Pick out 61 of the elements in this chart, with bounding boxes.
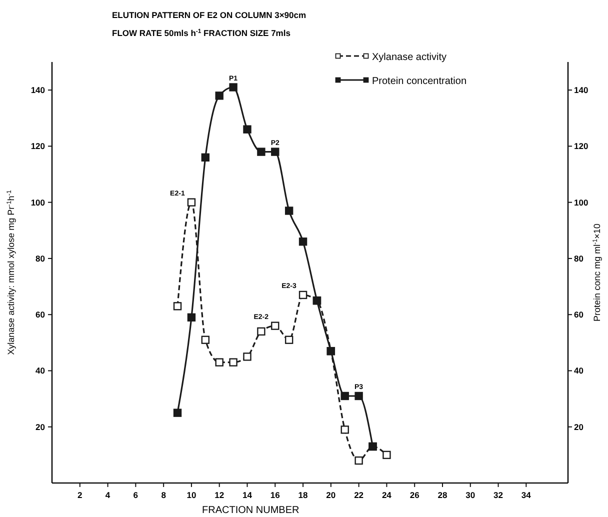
point bbox=[340, 426, 349, 434]
point bbox=[271, 148, 280, 156]
y2-tick-label: 60 bbox=[574, 310, 584, 320]
y-tick-label: 100 bbox=[30, 197, 46, 208]
y-tick-label: 40 bbox=[36, 366, 46, 376]
x-tick-label: 34 bbox=[521, 490, 532, 500]
point bbox=[187, 313, 196, 322]
point bbox=[257, 327, 266, 336]
point bbox=[229, 83, 238, 92]
x-tick-label: 22 bbox=[354, 490, 364, 500]
legend-label: Protein concentration bbox=[372, 76, 467, 87]
x-axis-title: FRACTION NUMBER bbox=[202, 505, 300, 516]
point bbox=[201, 153, 210, 162]
point bbox=[284, 206, 294, 215]
x-tick-label: 20 bbox=[326, 490, 336, 500]
x-tick-label: 12 bbox=[214, 490, 224, 500]
point bbox=[243, 352, 252, 361]
y-tick-label: 140 bbox=[30, 85, 46, 96]
legend-label: Xylanase activity bbox=[372, 52, 446, 63]
x-tick-label: 18 bbox=[298, 490, 308, 500]
point bbox=[173, 408, 182, 417]
point bbox=[382, 450, 391, 460]
point bbox=[229, 358, 238, 366]
y2-tick-label: 140 bbox=[574, 85, 588, 96]
point bbox=[215, 92, 224, 100]
x-tick-label: 26 bbox=[410, 490, 420, 500]
point bbox=[298, 290, 308, 300]
x-tick-label: 16 bbox=[270, 490, 280, 500]
chart-subtitle: FLOW RATE 50mls h$^{-1}$ FRACTION SIZE 7mls bbox=[112, 28, 291, 38]
chart-title: ELUTION PATTERN OF E2 ON COLUMN 3×90cm bbox=[112, 10, 306, 20]
x-tick-label: 24 bbox=[382, 490, 392, 500]
point bbox=[354, 392, 363, 400]
point bbox=[340, 392, 349, 400]
y-tick-label: 120 bbox=[30, 141, 46, 152]
y-tick-label: 80 bbox=[36, 253, 46, 264]
point bbox=[173, 302, 182, 310]
y2-tick-label: 80 bbox=[574, 253, 584, 264]
x-tick-label: 8 bbox=[161, 490, 166, 500]
x-tick-label: 14 bbox=[242, 490, 252, 500]
y-tick-label: 20 bbox=[36, 422, 46, 432]
point bbox=[284, 336, 294, 344]
x-tick-label: 10 bbox=[186, 490, 196, 500]
x-tick-label: 32 bbox=[494, 490, 504, 500]
point bbox=[201, 336, 210, 344]
y2-tick-label: 20 bbox=[574, 422, 584, 432]
x-tick-label: 2 bbox=[78, 490, 83, 500]
y2-tick-label: 100 bbox=[574, 197, 588, 208]
x-tick-label: 4 bbox=[105, 490, 110, 500]
point bbox=[187, 198, 196, 206]
point bbox=[354, 456, 363, 465]
point bbox=[298, 238, 308, 246]
x-tick-label: 30 bbox=[466, 490, 476, 500]
point bbox=[271, 322, 280, 330]
y2-tick-label: 40 bbox=[574, 366, 584, 376]
y-tick-label: 60 bbox=[36, 310, 46, 320]
x-tick-label: 6 bbox=[133, 490, 138, 500]
y2-tick-label: 120 bbox=[574, 141, 588, 152]
point bbox=[243, 125, 252, 134]
x-tick-label: 28 bbox=[438, 490, 448, 500]
point bbox=[215, 358, 224, 366]
point bbox=[257, 148, 266, 156]
